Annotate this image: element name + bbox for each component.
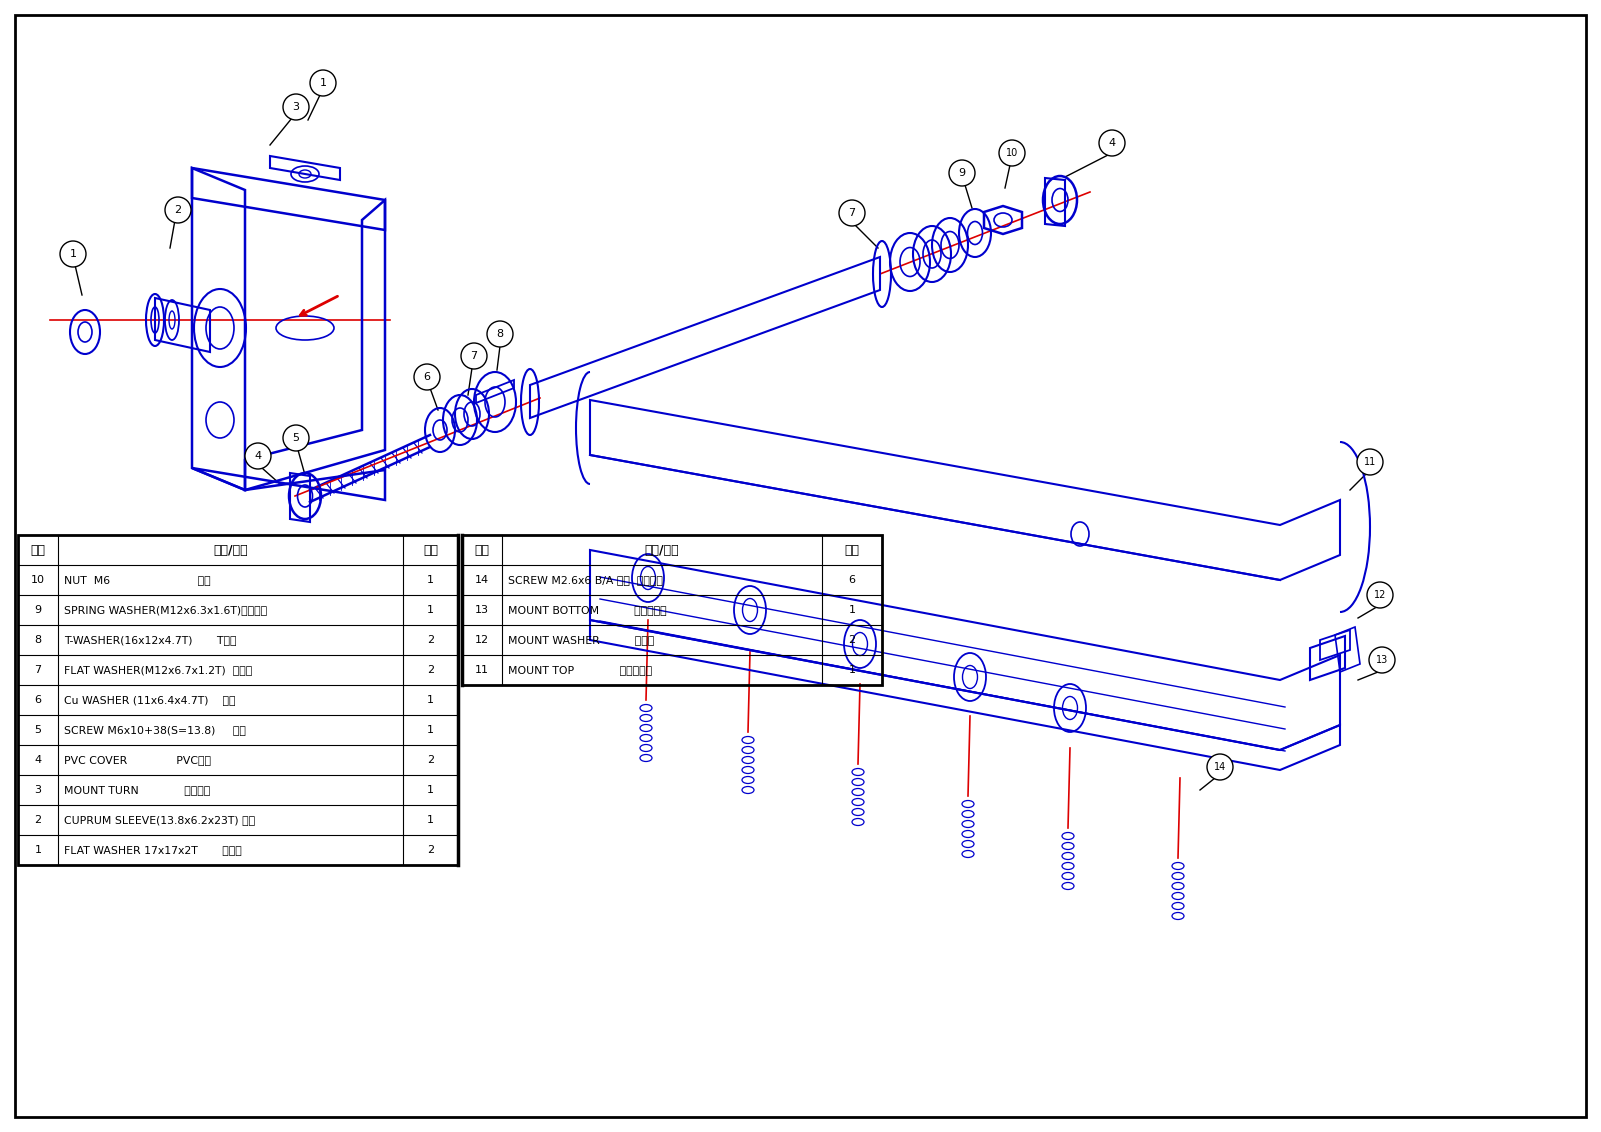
Text: MOUNT WASHER          防滑帪: MOUNT WASHER 防滑帪 bbox=[508, 635, 655, 645]
Text: 1: 1 bbox=[320, 78, 327, 88]
Text: 数量: 数量 bbox=[844, 543, 860, 557]
Text: 1: 1 bbox=[69, 249, 77, 259]
Text: 1: 1 bbox=[427, 575, 434, 585]
Text: 数量: 数量 bbox=[423, 543, 439, 557]
Text: SCREW M6x10+38(S=13.8)     螺杆: SCREW M6x10+38(S=13.8) 螺杆 bbox=[64, 724, 247, 735]
Text: 12: 12 bbox=[475, 635, 488, 645]
Circle shape bbox=[999, 140, 1025, 166]
Text: 8: 8 bbox=[496, 329, 504, 338]
Circle shape bbox=[487, 321, 512, 348]
Text: 7: 7 bbox=[849, 208, 855, 218]
Text: 3: 3 bbox=[293, 102, 299, 112]
Text: 8: 8 bbox=[35, 635, 42, 645]
Text: 4: 4 bbox=[255, 451, 261, 461]
Text: 1: 1 bbox=[427, 604, 434, 615]
Text: 名称/规格: 名称/规格 bbox=[213, 543, 248, 557]
Text: 2: 2 bbox=[35, 815, 42, 825]
Circle shape bbox=[59, 241, 86, 267]
Text: 1: 1 bbox=[427, 695, 434, 705]
Circle shape bbox=[461, 343, 487, 369]
Text: 6: 6 bbox=[424, 372, 431, 381]
Text: 2: 2 bbox=[427, 635, 434, 645]
Text: 9: 9 bbox=[959, 168, 965, 178]
Text: PVC COVER              PVC盖片: PVC COVER PVC盖片 bbox=[64, 755, 211, 765]
Text: 2: 2 bbox=[427, 844, 434, 855]
Text: SCREW M2.6x6 B/A 黑色  自攻螺钉: SCREW M2.6x6 B/A 黑色 自攻螺钉 bbox=[508, 575, 663, 585]
Text: 5: 5 bbox=[293, 434, 299, 443]
Text: 3: 3 bbox=[35, 784, 42, 795]
Circle shape bbox=[165, 197, 191, 223]
Text: MOUNT TURN             支擐架座: MOUNT TURN 支擐架座 bbox=[64, 784, 210, 795]
Circle shape bbox=[283, 424, 309, 451]
Text: 9: 9 bbox=[35, 604, 42, 615]
Text: NUT  M6                         螺母: NUT M6 螺母 bbox=[64, 575, 211, 585]
Text: 14: 14 bbox=[1214, 762, 1226, 772]
Text: 1: 1 bbox=[849, 664, 855, 675]
Circle shape bbox=[1207, 754, 1233, 780]
Text: 1: 1 bbox=[427, 724, 434, 735]
Bar bbox=[463, 535, 882, 685]
Text: CUPRUM SLEEVE(13.8x6.2x23T) 銅套: CUPRUM SLEEVE(13.8x6.2x23T) 銅套 bbox=[64, 815, 255, 825]
Circle shape bbox=[311, 70, 336, 96]
Text: 12: 12 bbox=[1374, 590, 1386, 600]
Text: 4: 4 bbox=[35, 755, 42, 765]
Text: 10: 10 bbox=[30, 575, 45, 585]
Bar bbox=[18, 535, 458, 865]
Text: 11: 11 bbox=[1364, 457, 1377, 468]
Text: MOUNT BOTTOM          支擐架下壳: MOUNT BOTTOM 支擐架下壳 bbox=[508, 604, 666, 615]
Circle shape bbox=[1098, 130, 1126, 156]
Circle shape bbox=[283, 94, 309, 120]
Circle shape bbox=[415, 365, 440, 391]
Text: 序号: 序号 bbox=[30, 543, 45, 557]
Text: 7: 7 bbox=[35, 664, 42, 675]
Text: Cu WASHER (11x6.4x4.7T)    銅帪: Cu WASHER (11x6.4x4.7T) 銅帪 bbox=[64, 695, 235, 705]
Text: 5: 5 bbox=[35, 724, 42, 735]
Text: FLAT WASHER 17x17x2T       平帪片: FLAT WASHER 17x17x2T 平帪片 bbox=[64, 844, 242, 855]
Circle shape bbox=[839, 200, 865, 226]
Circle shape bbox=[949, 160, 975, 186]
Circle shape bbox=[245, 443, 271, 469]
Text: SPRING WASHER(M12x6.3x1.6T)弹簧帪片: SPRING WASHER(M12x6.3x1.6T)弹簧帪片 bbox=[64, 604, 267, 615]
Text: 13: 13 bbox=[475, 604, 488, 615]
Text: T-WASHER(16x12x4.7T)       T形帪: T-WASHER(16x12x4.7T) T形帪 bbox=[64, 635, 237, 645]
Text: 名称/规格: 名称/规格 bbox=[645, 543, 679, 557]
Text: 6: 6 bbox=[35, 695, 42, 705]
Text: 7: 7 bbox=[471, 351, 477, 361]
Text: 1: 1 bbox=[427, 815, 434, 825]
Text: 序号: 序号 bbox=[474, 543, 490, 557]
Text: 14: 14 bbox=[475, 575, 488, 585]
Text: 6: 6 bbox=[849, 575, 855, 585]
Text: 2: 2 bbox=[427, 664, 434, 675]
Circle shape bbox=[1367, 582, 1393, 608]
Text: 2: 2 bbox=[427, 755, 434, 765]
Text: 1: 1 bbox=[35, 844, 42, 855]
Text: 1: 1 bbox=[427, 784, 434, 795]
Text: 2: 2 bbox=[175, 205, 181, 215]
Text: FLAT WASHER(M12x6.7x1.2T)  平帪片: FLAT WASHER(M12x6.7x1.2T) 平帪片 bbox=[64, 664, 253, 675]
Circle shape bbox=[1358, 449, 1383, 475]
Text: 4: 4 bbox=[1108, 138, 1116, 148]
Text: 1: 1 bbox=[849, 604, 855, 615]
Text: 2: 2 bbox=[849, 635, 855, 645]
Text: 13: 13 bbox=[1375, 655, 1388, 664]
Text: 10: 10 bbox=[1005, 148, 1018, 158]
Circle shape bbox=[1369, 648, 1394, 674]
Text: 11: 11 bbox=[475, 664, 488, 675]
Text: MOUNT TOP             支擐架上壳: MOUNT TOP 支擐架上壳 bbox=[508, 664, 652, 675]
